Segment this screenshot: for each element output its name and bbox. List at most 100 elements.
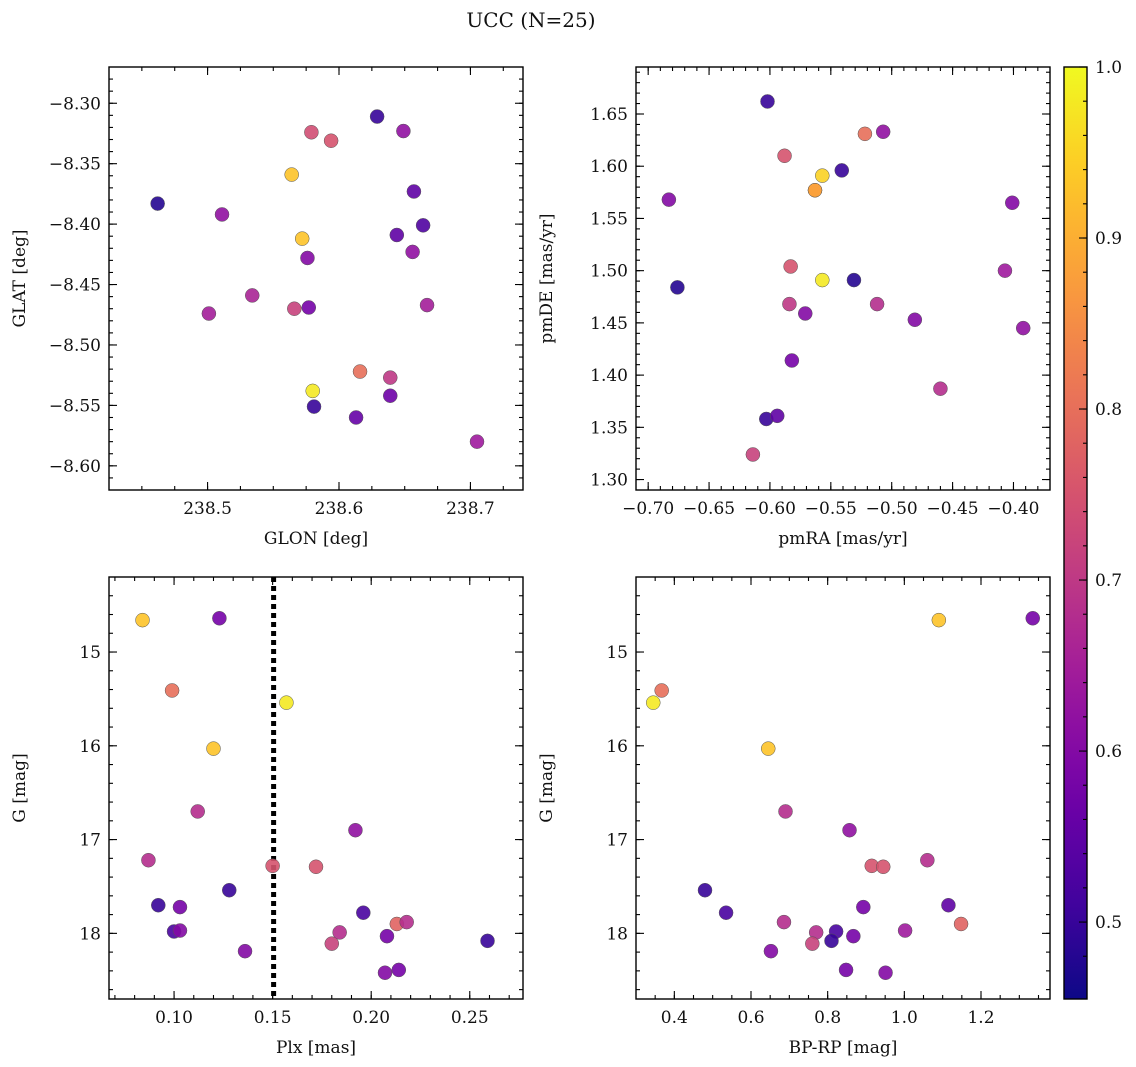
y-tick-label: −8.35 xyxy=(49,155,101,175)
x-tick-label: −0.65 xyxy=(683,499,735,519)
data-point xyxy=(391,962,407,978)
data-point xyxy=(760,94,775,109)
data-point xyxy=(306,399,322,414)
data-point xyxy=(222,882,237,898)
data-point xyxy=(869,296,885,312)
data-point xyxy=(415,218,431,233)
data-point xyxy=(379,928,395,944)
colorbar-tick-label: 0.7 xyxy=(1095,571,1122,591)
data-point xyxy=(857,126,873,142)
data-point xyxy=(834,163,850,178)
data-point xyxy=(406,184,422,199)
data-point xyxy=(745,447,761,462)
x-axis-label: Plx [mas] xyxy=(276,1038,356,1058)
data-point xyxy=(824,933,839,949)
data-point xyxy=(856,899,871,915)
y-tick-label: 1.50 xyxy=(590,262,628,282)
data-point xyxy=(897,923,913,938)
data-point xyxy=(782,296,797,312)
data-point xyxy=(324,936,340,951)
x-tick-label: 1.2 xyxy=(967,1008,994,1028)
data-point xyxy=(287,301,302,316)
data-point xyxy=(206,741,221,756)
y-axis-label: pmDE [mas/yr] xyxy=(537,213,557,343)
x-tick-label: −0.50 xyxy=(866,499,918,519)
data-point xyxy=(352,364,368,379)
x-tick-label: 0.25 xyxy=(451,1008,489,1028)
plot-frame xyxy=(108,576,524,1000)
data-point xyxy=(348,822,363,838)
colorbar-tick-label: 0.9 xyxy=(1095,229,1122,249)
data-point xyxy=(777,148,792,164)
colorbar-gradient xyxy=(1064,67,1087,999)
data-point xyxy=(284,167,299,182)
data-point xyxy=(348,410,364,425)
colorbar-tick-label: 1.0 xyxy=(1095,58,1122,78)
y-tick-label: −8.60 xyxy=(49,457,101,477)
x-tick-label: 0.20 xyxy=(352,1008,390,1028)
data-point xyxy=(878,965,893,980)
data-point xyxy=(763,943,779,959)
x-tick-label: 0.10 xyxy=(155,1008,193,1028)
colorbar-frame xyxy=(1063,66,1088,1000)
data-point xyxy=(953,916,969,932)
data-point xyxy=(294,231,310,246)
data-point xyxy=(279,695,294,710)
x-tick-label: 238.6 xyxy=(315,499,364,519)
x-tick-label: 0.8 xyxy=(814,1008,841,1028)
data-point xyxy=(1015,320,1031,336)
y-tick-label: 17 xyxy=(606,831,628,851)
data-point xyxy=(237,943,253,959)
y-tick-label: −8.40 xyxy=(49,215,101,235)
data-point xyxy=(389,227,405,243)
data-point xyxy=(212,611,227,626)
data-point xyxy=(778,804,793,819)
y-tick-label: −8.55 xyxy=(49,396,101,416)
data-point xyxy=(815,272,830,288)
data-point xyxy=(135,612,150,628)
data-point xyxy=(377,965,393,980)
y-tick-label: 1.45 xyxy=(590,314,628,334)
y-tick-label: 18 xyxy=(606,924,628,944)
y-tick-label: 1.60 xyxy=(590,157,628,177)
y-tick-label: −8.30 xyxy=(49,94,101,114)
data-point xyxy=(1025,611,1040,626)
colorbar-tick-label: 0.8 xyxy=(1095,400,1122,420)
data-point xyxy=(761,741,776,756)
plot-frame xyxy=(635,576,1051,1000)
data-point xyxy=(405,244,420,260)
data-point xyxy=(805,936,820,951)
y-tick-label: 16 xyxy=(606,737,628,757)
data-point xyxy=(396,123,411,139)
data-point xyxy=(654,683,669,698)
y-axis-label: G [mag] xyxy=(10,753,30,822)
data-point xyxy=(776,914,792,930)
y-tick-label: 18 xyxy=(79,924,101,944)
panel-bottom-right: 0.4 0.6 0.8 1.0 1.2 15 16 17 18 BP-RP [mag] G [mag… xyxy=(537,576,1051,1058)
data-point xyxy=(670,280,685,295)
y-tick-label: −8.45 xyxy=(49,276,101,296)
y-axis-label: G [mag] xyxy=(537,753,557,822)
data-point xyxy=(646,695,661,710)
x-tick-label: 0.4 xyxy=(661,1008,688,1028)
colorbar-tick-label: 0.5 xyxy=(1095,913,1122,933)
data-point xyxy=(876,859,891,875)
y-axis-label: GLAT [deg] xyxy=(10,229,30,327)
colorbar-tick-label: 0.6 xyxy=(1095,742,1122,762)
y-tick-label: 1.40 xyxy=(590,366,628,386)
data-point xyxy=(798,306,813,321)
data-point xyxy=(783,259,798,274)
data-point xyxy=(718,905,734,920)
y-tick-label: 15 xyxy=(79,643,101,663)
data-point xyxy=(201,306,217,321)
data-point xyxy=(480,933,495,949)
data-point xyxy=(301,300,317,315)
x-tick-label: −0.70 xyxy=(622,499,674,519)
panel-top-left: 238.5 238.6 238.7 −8.30 −8.35 −8.40 −8.45 −8.50… xyxy=(10,66,524,549)
x-tick-label: 1.0 xyxy=(891,1008,918,1028)
x-tick-label: −0.40 xyxy=(987,499,1039,519)
data-point xyxy=(304,125,319,140)
x-tick-label: −0.60 xyxy=(744,499,796,519)
panel-bottom-left: 0.10 0.15 0.20 0.25 15 16 17 18 Plx [mas] G [mag] xyxy=(10,576,524,1058)
data-point xyxy=(838,962,854,978)
